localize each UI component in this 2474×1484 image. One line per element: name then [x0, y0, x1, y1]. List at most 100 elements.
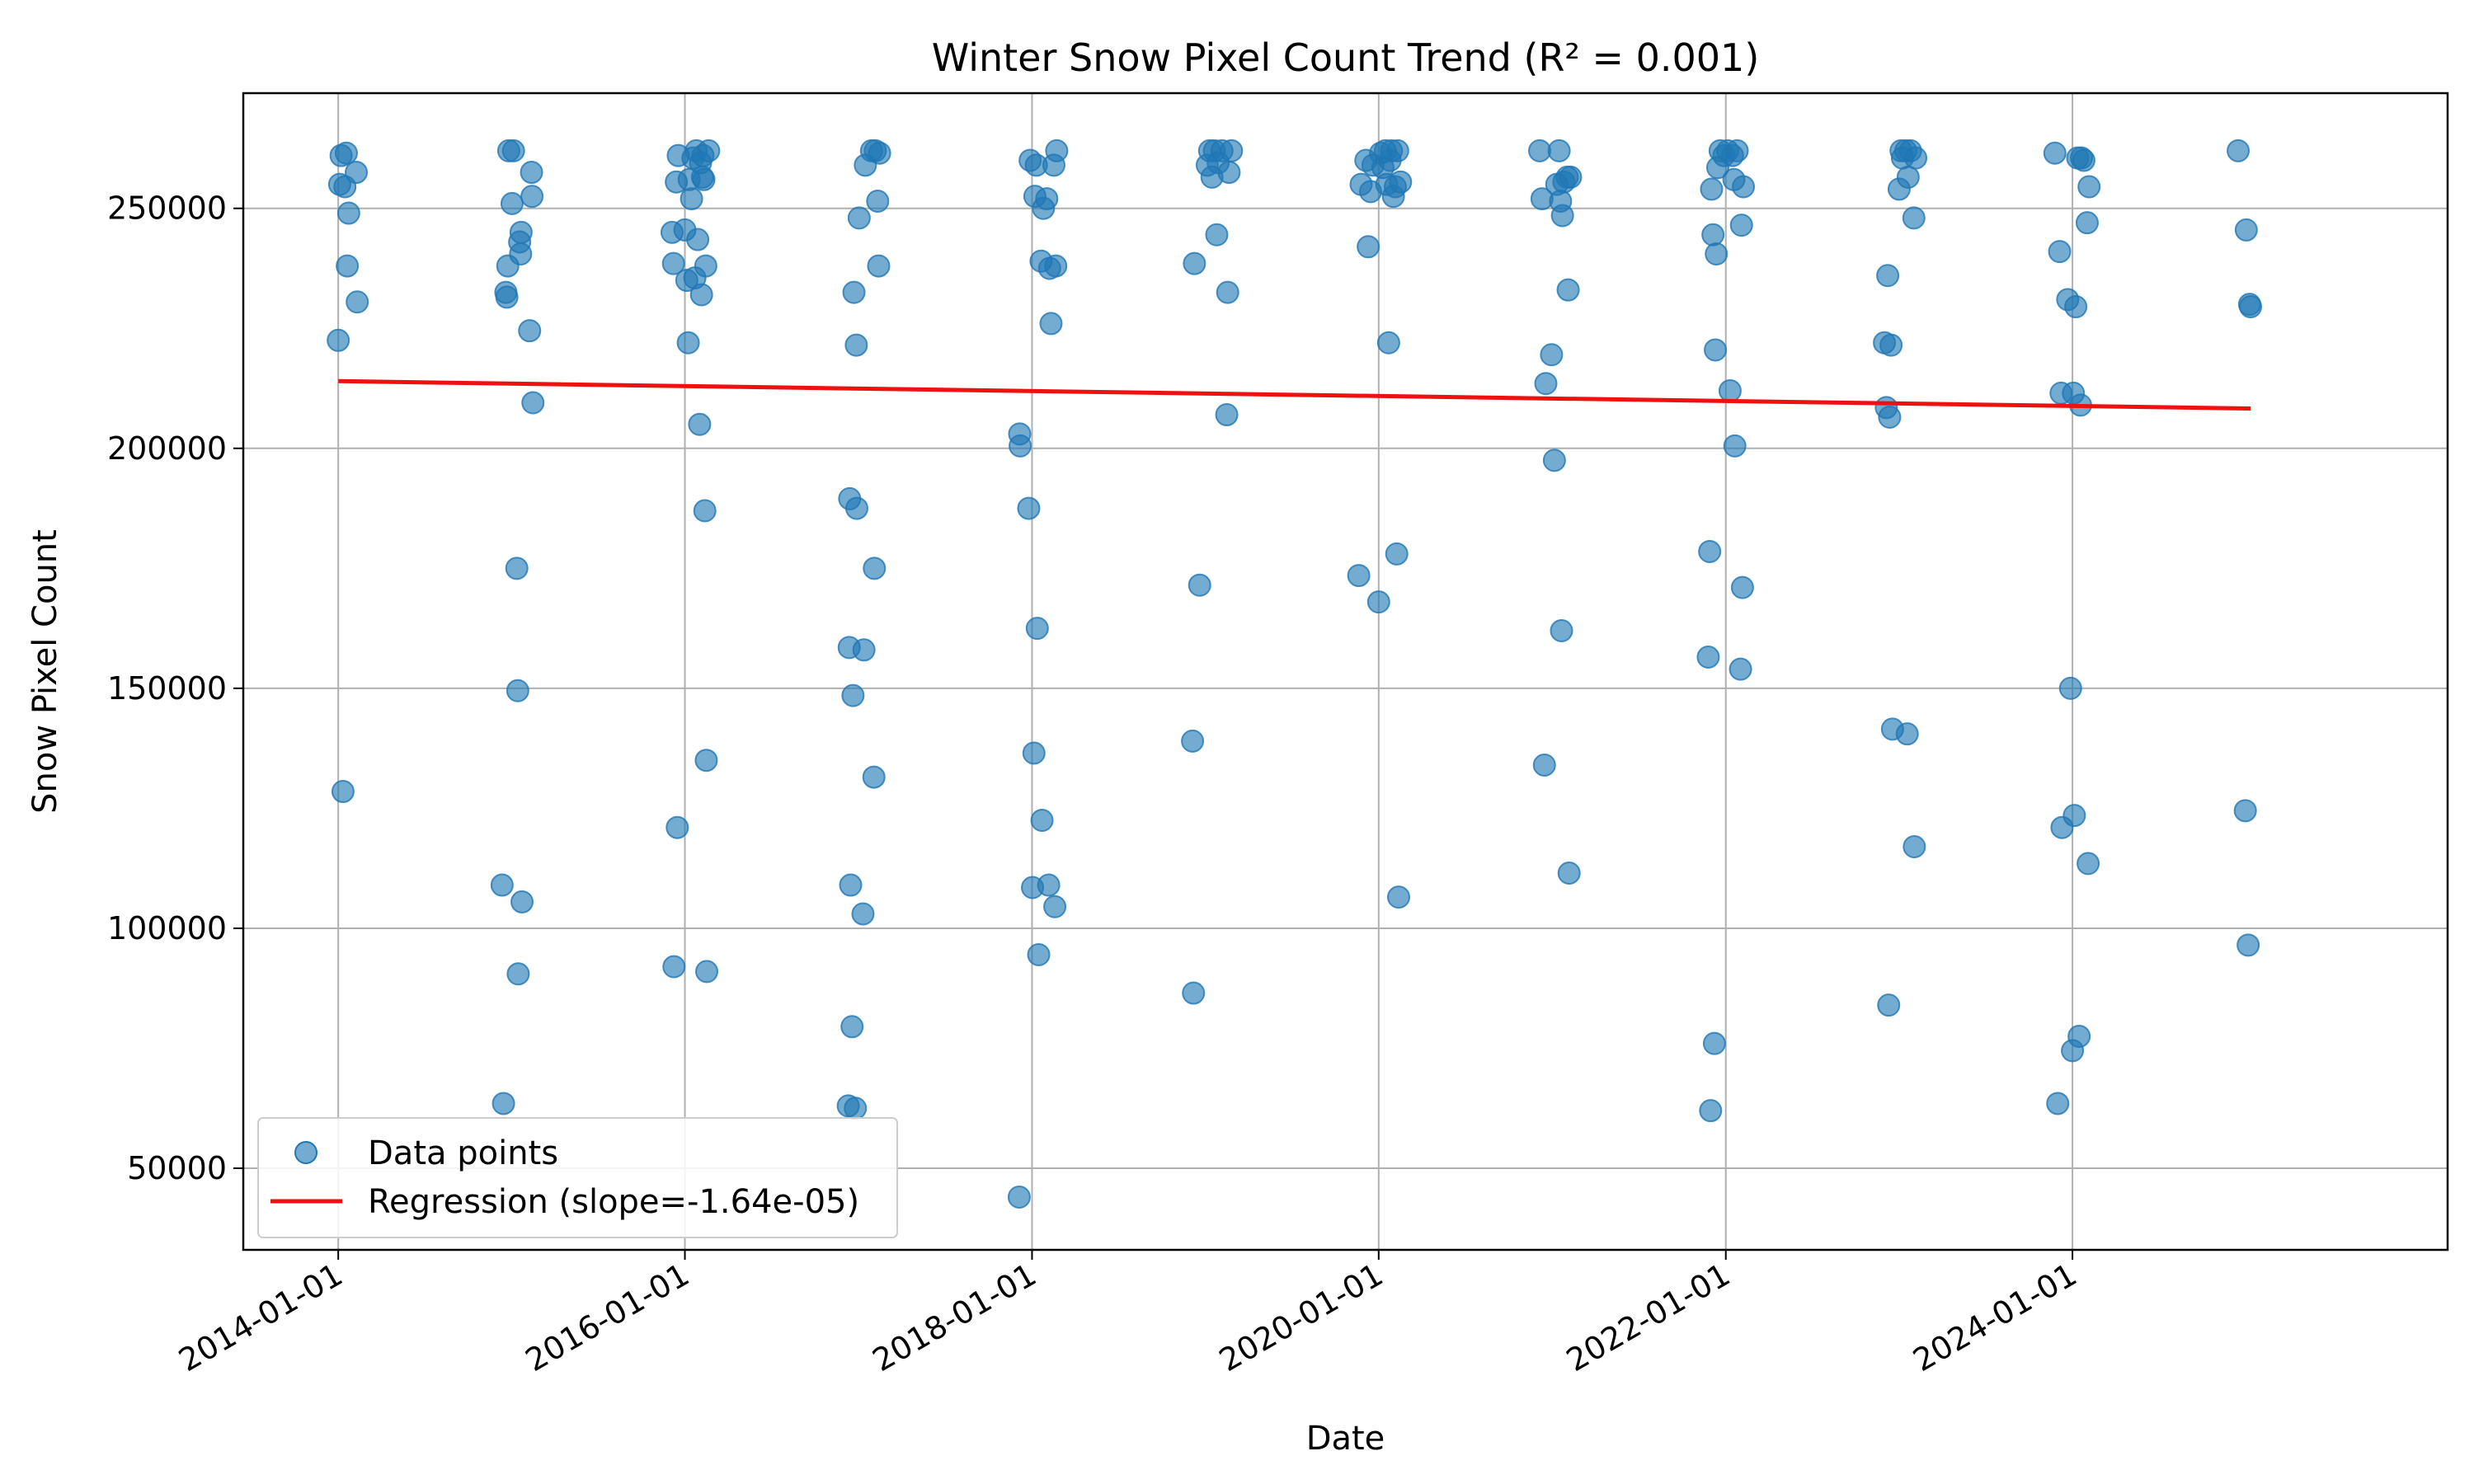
data-point [1542, 448, 1566, 472]
data-point [1366, 590, 1390, 614]
data-point [2075, 211, 2099, 235]
y-axis-label: Snow Pixel Count [26, 529, 64, 814]
data-point [1878, 405, 1902, 429]
data-point [506, 962, 530, 986]
data-point [852, 638, 876, 662]
data-point [1698, 539, 1722, 563]
x-tick-label: 2022-01-01 [1560, 1256, 1736, 1379]
data-point [1700, 177, 1724, 201]
data-point [1550, 619, 1573, 643]
data-point [666, 815, 689, 839]
data-point [327, 328, 350, 352]
data-point [1045, 139, 1069, 162]
x-tick-label: 2020-01-01 [1213, 1256, 1389, 1379]
data-point [697, 139, 721, 162]
data-point [1039, 312, 1063, 336]
data-point [844, 1097, 868, 1120]
x-tick-label: 2024-01-01 [1907, 1256, 2082, 1379]
data-point [1559, 165, 1583, 189]
data-point [1188, 573, 1211, 597]
data-point [505, 556, 529, 580]
data-point [1035, 187, 1059, 211]
data-point [2043, 141, 2067, 165]
data-point [851, 902, 875, 926]
data-point [1534, 372, 1558, 396]
data-point [1540, 343, 1564, 367]
x-tick-label: 2018-01-01 [867, 1256, 1042, 1379]
data-point [2062, 804, 2086, 828]
data-point [1702, 1031, 1726, 1055]
data-point [694, 749, 718, 773]
data-point [500, 191, 524, 215]
data-point [1895, 722, 1919, 746]
data-point [692, 167, 716, 191]
data-point [1556, 278, 1580, 302]
data-point [866, 189, 890, 213]
data-point [509, 242, 533, 266]
data-point [2072, 148, 2095, 172]
data-point [844, 496, 868, 520]
plot-frame [242, 92, 2449, 1252]
data-point [1216, 280, 1239, 304]
data-point [1876, 264, 1900, 288]
data-point [1550, 204, 1574, 228]
data-point [2046, 1092, 2070, 1115]
data-point [1903, 834, 1926, 858]
data-point [867, 254, 891, 278]
data-point [1181, 729, 1205, 753]
data-point [1030, 808, 1054, 832]
data-point [2236, 933, 2260, 957]
data-point [695, 960, 719, 984]
y-axis-ticks: 50000 100000 150000 200000 250000 [107, 190, 243, 1186]
data-point [1182, 981, 1206, 1005]
data-point [1547, 139, 1571, 162]
data-point [1879, 333, 1903, 357]
data-point [1037, 873, 1061, 897]
data-point [336, 201, 360, 225]
data-point [1025, 617, 1049, 641]
data-point [1022, 741, 1046, 765]
data-point [840, 1015, 864, 1039]
data-point [1376, 331, 1400, 355]
data-point [520, 185, 544, 209]
data-point [2227, 139, 2251, 162]
data-point [1009, 434, 1032, 458]
data-point [1904, 146, 1928, 170]
data-point [1386, 885, 1410, 909]
data-point [2067, 1024, 2091, 1048]
data-point [1557, 862, 1581, 885]
legend-label-regression: Regression (slope=-1.64e-05) [368, 1183, 859, 1221]
data-point [1528, 139, 1552, 162]
legend: Data points Regression (slope=-1.64e-05) [257, 1117, 898, 1238]
data-point [331, 780, 355, 804]
data-point [842, 280, 866, 304]
data-point [1385, 139, 1409, 162]
y-tick-label: 250000 [107, 190, 227, 227]
data-point [1877, 993, 1901, 1017]
data-point [510, 890, 534, 913]
data-point [662, 955, 686, 979]
data-point [1017, 496, 1041, 520]
data-point [2064, 295, 2088, 319]
data-points-layer [327, 139, 2263, 1209]
data-point [490, 873, 514, 897]
x-tick-label: 2014-01-01 [172, 1256, 348, 1379]
data-point [1532, 754, 1556, 777]
data-point [1729, 214, 1753, 237]
data-point [1385, 542, 1409, 566]
data-point [1705, 242, 1729, 266]
data-point [680, 187, 703, 211]
data-point [2058, 676, 2082, 700]
data-point [1718, 378, 1742, 402]
data-point [1704, 338, 1728, 362]
data-point [1043, 895, 1067, 918]
data-point [841, 683, 865, 707]
data-point [509, 220, 533, 244]
data-point [2239, 295, 2263, 319]
data-point [1044, 254, 1068, 278]
x-tick-label: 2016-01-01 [520, 1256, 695, 1379]
chart-title: Winter Snow Pixel Count Trend (R² = 0.00… [932, 35, 1760, 80]
data-point [2077, 175, 2101, 199]
